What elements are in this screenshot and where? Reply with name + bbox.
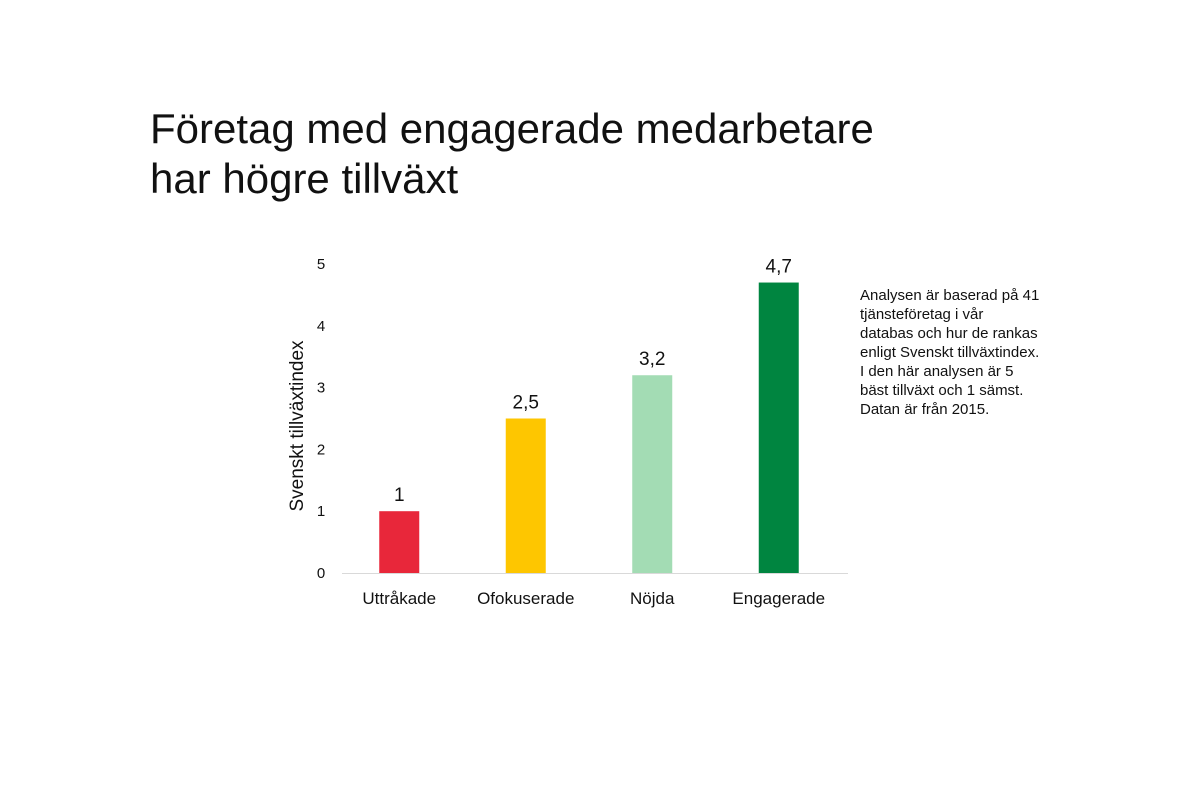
y-axis-label: Svenskt tillväxtindex bbox=[287, 340, 308, 512]
bar-value-label: 4,7 bbox=[766, 257, 792, 278]
x-category-label: Ofokuserade bbox=[477, 589, 574, 608]
chart-title-line-2: har högre tillväxt bbox=[150, 155, 459, 202]
y-tick-label: 4 bbox=[317, 318, 325, 335]
x-category-label: Uttråkade bbox=[362, 589, 436, 608]
bar-value-label: 2,5 bbox=[513, 393, 539, 414]
chart-title: Företag med engagerade medarbetare har h… bbox=[150, 104, 1050, 204]
y-tick-label: 3 bbox=[317, 380, 325, 397]
x-category-label: Nöjda bbox=[630, 589, 675, 608]
x-category-label: Engagerade bbox=[732, 589, 825, 608]
y-tick-label: 2 bbox=[317, 441, 325, 458]
bar-value-label: 3,2 bbox=[639, 349, 665, 370]
bar-value-label: 1 bbox=[394, 485, 405, 506]
bar-engagerade bbox=[758, 282, 799, 573]
y-axis: 0 1 2 3 4 5 bbox=[317, 256, 325, 582]
y-tick-label: 5 bbox=[317, 256, 325, 273]
bar-ofokuserade bbox=[505, 418, 546, 573]
bars: 1 2,5 3,2 4,7 bbox=[379, 257, 799, 573]
analysis-note: Analysen är baserad på 41 tjänsteföretag… bbox=[860, 287, 1040, 418]
y-tick-label: 1 bbox=[317, 503, 325, 520]
x-axis: Uttråkade Ofokuserade Nöjda Engagerade bbox=[342, 573, 848, 608]
y-tick-label: 0 bbox=[317, 565, 325, 582]
chart-title-line-1: Företag med engagerade medarbetare bbox=[150, 105, 874, 152]
bar-uttråkade bbox=[379, 511, 420, 573]
bar-nöjda bbox=[632, 375, 673, 573]
